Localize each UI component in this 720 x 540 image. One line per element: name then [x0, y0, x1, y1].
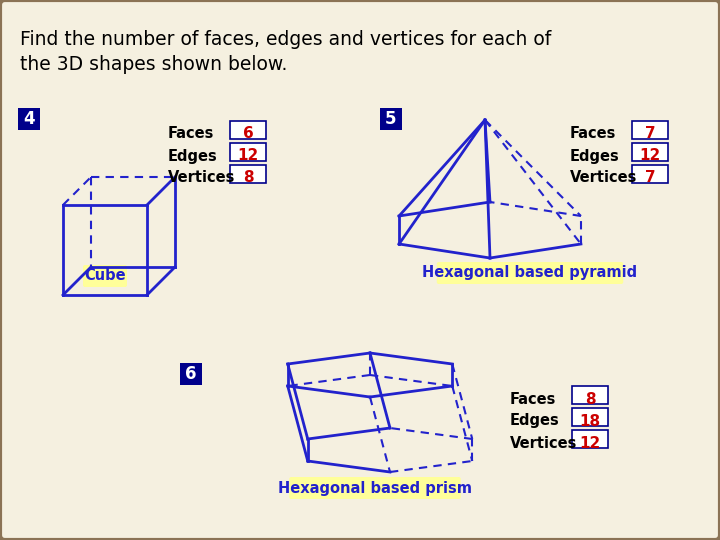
- Bar: [18, 108, 40, 130]
- Text: 8: 8: [243, 171, 253, 186]
- Text: 12: 12: [580, 435, 600, 450]
- Text: 12: 12: [639, 148, 661, 164]
- Text: 6: 6: [243, 126, 253, 141]
- Text: Edges: Edges: [168, 148, 217, 164]
- Bar: [632, 121, 668, 139]
- Text: Faces: Faces: [510, 392, 557, 407]
- FancyBboxPatch shape: [437, 262, 624, 284]
- Bar: [632, 165, 668, 183]
- Text: Cube: Cube: [84, 268, 126, 284]
- Text: Edges: Edges: [510, 414, 559, 429]
- FancyBboxPatch shape: [83, 265, 127, 287]
- Text: Find the number of faces, edges and vertices for each of
the 3D shapes shown bel: Find the number of faces, edges and vert…: [20, 30, 552, 74]
- Text: Hexagonal based pyramid: Hexagonal based pyramid: [423, 266, 638, 280]
- Bar: [180, 363, 202, 385]
- Text: Vertices: Vertices: [168, 171, 235, 186]
- Text: 12: 12: [238, 148, 258, 164]
- Bar: [572, 408, 608, 426]
- Text: 5: 5: [385, 110, 397, 128]
- Bar: [230, 143, 266, 161]
- Text: Hexagonal based prism: Hexagonal based prism: [278, 481, 472, 496]
- Bar: [572, 430, 608, 448]
- Text: Edges: Edges: [570, 148, 620, 164]
- Text: 7: 7: [644, 171, 655, 186]
- Text: Vertices: Vertices: [510, 435, 577, 450]
- Bar: [572, 386, 608, 404]
- Text: Faces: Faces: [168, 126, 215, 141]
- Text: 18: 18: [580, 414, 600, 429]
- Text: 7: 7: [644, 126, 655, 141]
- FancyBboxPatch shape: [289, 477, 461, 499]
- Bar: [230, 165, 266, 183]
- Text: 8: 8: [585, 392, 595, 407]
- Bar: [380, 108, 402, 130]
- Text: 4: 4: [23, 110, 35, 128]
- Text: 6: 6: [185, 365, 197, 383]
- Bar: [632, 143, 668, 161]
- Text: Faces: Faces: [570, 126, 616, 141]
- Text: Vertices: Vertices: [570, 171, 637, 186]
- Bar: [230, 121, 266, 139]
